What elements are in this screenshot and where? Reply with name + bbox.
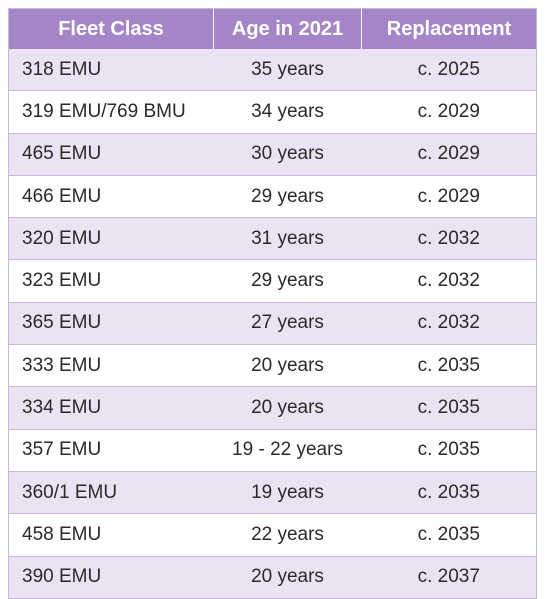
table-row: 360/1 EMU 19 years c. 2035: [8, 471, 537, 515]
age-cell: 30 years: [213, 133, 362, 176]
header-row: Fleet Class Age in 2021 Replacement: [8, 8, 537, 49]
fleet-class-cell: 334 EMU: [8, 386, 214, 430]
replacement-cell: c. 2035: [361, 429, 537, 472]
fleet-class-cell: 319 EMU/769 BMU: [8, 90, 214, 134]
table-row: 465 EMU 30 years c. 2029: [8, 133, 537, 176]
fleet-class-cell: 323 EMU: [8, 259, 214, 303]
fleet-replacement-table: Fleet Class Age in 2021 Replacement 318 …: [8, 8, 537, 599]
age-cell: 29 years: [213, 175, 362, 219]
fleet-class-cell: 466 EMU: [8, 175, 214, 219]
table-header: Fleet Class Age in 2021 Replacement: [8, 8, 537, 49]
table-body: 318 EMU 35 years c. 2025 319 EMU/769 BMU…: [8, 49, 537, 599]
age-cell: 22 years: [213, 513, 362, 557]
table-row: 458 EMU 22 years c. 2035: [8, 513, 537, 557]
age-cell: 20 years: [213, 386, 362, 430]
fleet-table-container: Fleet Class Age in 2021 Replacement 318 …: [8, 8, 537, 599]
fleet-class-cell: 365 EMU: [8, 302, 214, 346]
replacement-cell: c. 2035: [361, 471, 537, 515]
fleet-class-cell: 333 EMU: [8, 344, 214, 388]
fleet-class-cell: 320 EMU: [8, 217, 214, 261]
age-cell: 20 years: [213, 344, 362, 388]
age-cell: 20 years: [213, 556, 362, 599]
age-cell: 31 years: [213, 217, 362, 261]
table-row: 365 EMU 27 years c. 2032: [8, 302, 537, 346]
replacement-cell: c. 2029: [361, 133, 537, 176]
replacement-cell: c. 2029: [361, 175, 537, 219]
replacement-cell: c. 2032: [361, 302, 537, 346]
replacement-cell: c. 2037: [361, 556, 537, 599]
age-cell: 34 years: [213, 90, 362, 134]
table-row: 357 EMU 19 - 22 years c. 2035: [8, 429, 537, 472]
replacement-cell: c. 2032: [361, 217, 537, 261]
fleet-class-cell: 318 EMU: [8, 49, 214, 92]
fleet-class-cell: 390 EMU: [8, 556, 214, 599]
replacement-cell: c. 2035: [361, 386, 537, 430]
age-cell: 29 years: [213, 259, 362, 303]
table-row: 320 EMU 31 years c. 2032: [8, 217, 537, 261]
fleet-class-cell: 360/1 EMU: [8, 471, 214, 515]
fleet-class-cell: 458 EMU: [8, 513, 214, 557]
header-replacement: Replacement: [361, 8, 537, 49]
header-age-in-2021: Age in 2021: [213, 8, 362, 49]
table-row: 323 EMU 29 years c. 2032: [8, 259, 537, 303]
replacement-cell: c. 2035: [361, 513, 537, 557]
fleet-class-cell: 357 EMU: [8, 429, 214, 472]
table-row: 333 EMU 20 years c. 2035: [8, 344, 537, 388]
fleet-class-cell: 465 EMU: [8, 133, 214, 176]
table-row: 319 EMU/769 BMU 34 years c. 2029: [8, 90, 537, 134]
replacement-cell: c. 2032: [361, 259, 537, 303]
replacement-cell: c. 2029: [361, 90, 537, 134]
table-row: 334 EMU 20 years c. 2035: [8, 386, 537, 430]
header-fleet-class: Fleet Class: [8, 8, 214, 49]
age-cell: 19 years: [213, 471, 362, 515]
table-row: 318 EMU 35 years c. 2025: [8, 49, 537, 92]
table-row: 466 EMU 29 years c. 2029: [8, 175, 537, 219]
table-row: 390 EMU 20 years c. 2037: [8, 556, 537, 599]
replacement-cell: c. 2025: [361, 49, 537, 92]
replacement-cell: c. 2035: [361, 344, 537, 388]
age-cell: 35 years: [213, 49, 362, 92]
age-cell: 27 years: [213, 302, 362, 346]
age-cell: 19 - 22 years: [213, 429, 362, 472]
